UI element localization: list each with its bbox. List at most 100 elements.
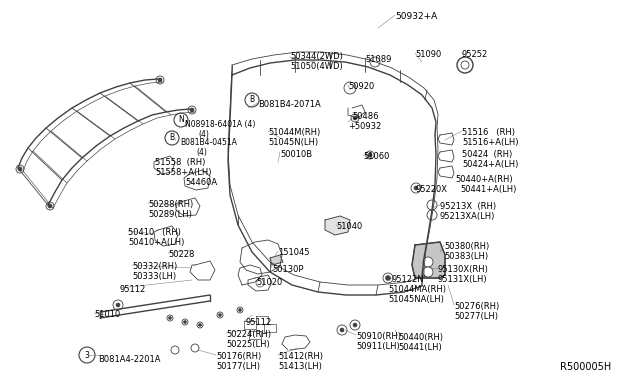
Circle shape xyxy=(198,324,202,327)
Text: 50440(RH): 50440(RH) xyxy=(398,333,443,342)
Text: 95131X(LH): 95131X(LH) xyxy=(438,275,488,284)
Circle shape xyxy=(217,312,223,318)
Text: 50486: 50486 xyxy=(352,112,378,121)
Circle shape xyxy=(168,317,172,320)
Circle shape xyxy=(414,186,418,190)
Text: 3: 3 xyxy=(84,350,90,359)
Text: 51045NA(LH): 51045NA(LH) xyxy=(388,295,444,304)
Circle shape xyxy=(79,347,95,363)
Text: N08918-6401A (4): N08918-6401A (4) xyxy=(185,120,255,129)
Circle shape xyxy=(245,93,259,107)
Text: 50225(LH): 50225(LH) xyxy=(226,340,269,349)
Circle shape xyxy=(351,114,359,122)
Circle shape xyxy=(218,314,221,317)
Text: 95122N: 95122N xyxy=(392,275,424,284)
Text: 54460A: 54460A xyxy=(185,178,217,187)
Text: 50440+A(RH): 50440+A(RH) xyxy=(455,175,513,184)
Text: B081A4-2201A: B081A4-2201A xyxy=(98,355,161,364)
Text: 50276(RH): 50276(RH) xyxy=(454,302,499,311)
Circle shape xyxy=(423,257,433,267)
Text: 51516+A(LH): 51516+A(LH) xyxy=(462,138,518,147)
Text: B: B xyxy=(250,96,255,105)
Circle shape xyxy=(423,267,433,277)
Text: 50910(RH): 50910(RH) xyxy=(356,332,401,341)
Text: 95252: 95252 xyxy=(462,50,488,59)
Text: 95213XA(LH): 95213XA(LH) xyxy=(440,212,495,221)
Circle shape xyxy=(18,167,22,171)
Circle shape xyxy=(457,57,473,73)
Circle shape xyxy=(427,200,437,210)
Circle shape xyxy=(156,76,164,84)
Text: 50344(2WD): 50344(2WD) xyxy=(290,52,343,61)
Text: 50177(LH): 50177(LH) xyxy=(216,362,260,371)
Text: 50010B: 50010B xyxy=(280,150,312,159)
Circle shape xyxy=(383,273,393,283)
Text: 51010: 51010 xyxy=(94,310,120,319)
Text: 50441(LH): 50441(LH) xyxy=(398,343,442,352)
Circle shape xyxy=(237,307,243,313)
Circle shape xyxy=(197,322,203,328)
Text: 95112: 95112 xyxy=(120,285,147,294)
Text: 50383(LH): 50383(LH) xyxy=(444,252,488,261)
Polygon shape xyxy=(325,216,350,235)
Circle shape xyxy=(158,78,162,82)
Circle shape xyxy=(411,183,421,193)
Circle shape xyxy=(191,344,199,352)
Text: 51558+A(LH): 51558+A(LH) xyxy=(155,168,211,177)
Circle shape xyxy=(337,325,347,335)
Circle shape xyxy=(116,303,120,307)
Text: 50424+A(LH): 50424+A(LH) xyxy=(462,160,518,169)
Circle shape xyxy=(188,106,196,114)
Text: 50920: 50920 xyxy=(348,82,374,91)
Text: 50932+A: 50932+A xyxy=(395,12,437,21)
Circle shape xyxy=(353,116,357,120)
Circle shape xyxy=(368,153,372,157)
Text: 95112: 95112 xyxy=(245,318,271,327)
Circle shape xyxy=(184,321,186,324)
Text: (4): (4) xyxy=(196,148,207,157)
Circle shape xyxy=(171,346,179,354)
Text: 51044M(RH): 51044M(RH) xyxy=(268,128,320,137)
Text: 51020: 51020 xyxy=(256,278,282,287)
Text: 50441+A(LH): 50441+A(LH) xyxy=(460,185,516,194)
Circle shape xyxy=(427,210,437,220)
Text: 50424  (RH): 50424 (RH) xyxy=(462,150,512,159)
Circle shape xyxy=(48,204,52,208)
Circle shape xyxy=(46,202,54,210)
Text: 51060: 51060 xyxy=(363,152,389,161)
Text: 50911(LH): 50911(LH) xyxy=(356,342,400,351)
Text: 50277(LH): 50277(LH) xyxy=(454,312,498,321)
Text: R500005H: R500005H xyxy=(560,362,611,372)
Circle shape xyxy=(344,82,356,94)
Circle shape xyxy=(174,113,188,127)
Text: 50228: 50228 xyxy=(168,250,195,259)
Circle shape xyxy=(190,108,194,112)
Text: 50224(RH): 50224(RH) xyxy=(226,330,271,339)
Text: 51412(RH): 51412(RH) xyxy=(278,352,323,361)
Text: B081B4-2071A: B081B4-2071A xyxy=(258,100,321,109)
Text: 51044MA(RH): 51044MA(RH) xyxy=(388,285,446,294)
Text: 151045: 151045 xyxy=(278,248,310,257)
Circle shape xyxy=(165,131,179,145)
Text: 50333(LH): 50333(LH) xyxy=(132,272,176,281)
Text: (4): (4) xyxy=(198,130,209,139)
Circle shape xyxy=(16,165,24,173)
Text: 50130P: 50130P xyxy=(272,265,303,274)
Text: 95220X: 95220X xyxy=(415,185,447,194)
Text: 50380(RH): 50380(RH) xyxy=(444,242,489,251)
Text: 51040: 51040 xyxy=(336,222,362,231)
Text: 50332(RH): 50332(RH) xyxy=(132,262,177,271)
Text: 50176(RH): 50176(RH) xyxy=(216,352,261,361)
Text: 51558  (RH): 51558 (RH) xyxy=(155,158,205,167)
Text: 95213X  (RH): 95213X (RH) xyxy=(440,202,496,211)
Circle shape xyxy=(353,323,357,327)
Text: 51045N(LH): 51045N(LH) xyxy=(268,138,318,147)
Text: 51090: 51090 xyxy=(415,50,441,59)
Circle shape xyxy=(113,300,123,310)
Circle shape xyxy=(370,57,380,67)
Circle shape xyxy=(385,276,390,280)
Circle shape xyxy=(350,320,360,330)
Text: 51413(LH): 51413(LH) xyxy=(278,362,322,371)
Text: 51050(4WD): 51050(4WD) xyxy=(290,62,343,71)
Circle shape xyxy=(239,308,241,311)
